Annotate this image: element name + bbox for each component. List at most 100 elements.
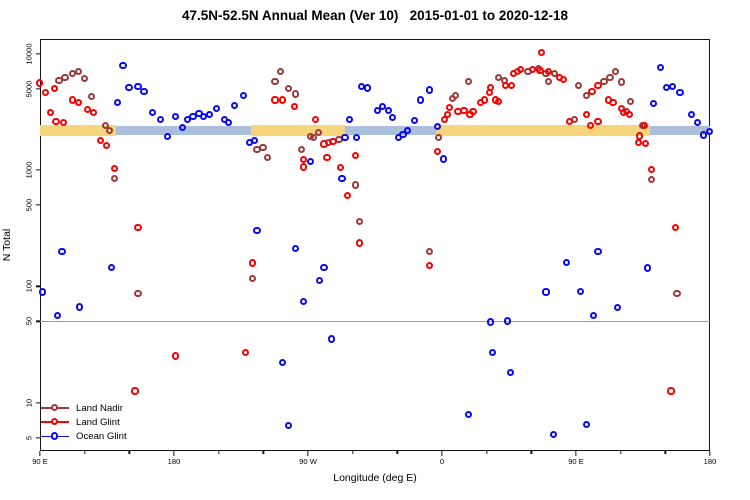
- x-major-tick: [173, 451, 175, 456]
- data-point-land-nadir: [314, 128, 322, 137]
- data-point-ocean-glint: [58, 247, 66, 255]
- data-point-land-nadir: [61, 74, 69, 82]
- legend-circle: [51, 404, 59, 412]
- y-axis-title: N Total: [1, 228, 13, 262]
- data-point-land-nadir: [310, 133, 318, 142]
- data-point-ocean-glint: [53, 311, 62, 319]
- data-point-land-nadir: [435, 133, 443, 142]
- data-point-land-glint: [586, 122, 595, 130]
- data-point-ocean-glint: [320, 263, 328, 271]
- x-major-tick: [307, 451, 309, 456]
- chart-title: 47.5N-52.5N Annual Mean (Ver 10) 2015-01…: [182, 8, 568, 23]
- data-point-land-glint: [311, 116, 319, 124]
- land-mean-band: [40, 124, 116, 136]
- data-point-ocean-glint: [549, 430, 557, 438]
- data-point-ocean-glint: [327, 335, 336, 343]
- x-minor-tick: [664, 451, 666, 454]
- data-point-land-glint: [356, 239, 364, 247]
- legend-label: Land Nadir: [76, 402, 123, 414]
- data-point-land-nadir: [426, 247, 434, 255]
- legend-label: Land Glint: [76, 416, 120, 428]
- data-point-land-glint: [131, 387, 139, 395]
- x-major-tick: [39, 451, 41, 456]
- data-point-ocean-glint: [384, 107, 392, 115]
- x-minor-tick: [262, 451, 264, 454]
- data-point-land-glint: [588, 88, 596, 96]
- data-point-land-glint: [89, 109, 97, 117]
- x-minor-tick: [128, 451, 130, 454]
- data-point-land-glint: [299, 163, 307, 171]
- x-minor-tick: [218, 451, 220, 454]
- data-point-land-nadir: [351, 181, 359, 189]
- data-point-land-nadir: [551, 70, 559, 78]
- data-point-ocean-glint: [156, 116, 164, 124]
- x-tick-label: 0: [439, 457, 445, 466]
- data-point-land-glint: [336, 163, 345, 172]
- y-tick: [35, 401, 40, 404]
- x-tick-label: 90 E: [568, 457, 584, 466]
- data-point-ocean-glint: [688, 110, 696, 119]
- legend-item-land-glint: Land Glint: [41, 415, 127, 429]
- data-point-land-glint: [299, 156, 307, 164]
- legend-item-land-nadir: Land Nadir: [41, 401, 127, 415]
- data-point-land-nadir: [451, 91, 459, 99]
- legend-circle: [51, 432, 59, 440]
- data-point-ocean-glint: [439, 155, 447, 163]
- legend-marker-icon: [41, 418, 69, 426]
- data-point-land-glint: [594, 118, 602, 126]
- data-point-ocean-glint: [299, 297, 307, 305]
- y-tick-label: 100: [24, 280, 34, 293]
- data-point-ocean-glint: [411, 116, 419, 124]
- data-point-land-glint: [460, 106, 468, 114]
- data-point-ocean-glint: [643, 264, 651, 272]
- data-point-ocean-glint: [345, 115, 353, 123]
- data-point-land-glint: [46, 109, 54, 117]
- data-point-land-nadir: [356, 217, 364, 226]
- data-point-land-glint: [97, 136, 105, 144]
- data-point-ocean-glint: [503, 317, 511, 325]
- data-point-ocean-glint: [171, 113, 179, 121]
- data-point-land-glint: [481, 96, 489, 104]
- data-point-land-nadir: [88, 92, 96, 100]
- data-point-ocean-glint: [76, 303, 84, 311]
- data-point-land-glint: [445, 103, 453, 111]
- data-point-ocean-glint: [676, 89, 684, 97]
- x-tick-label: 90 W: [299, 457, 317, 466]
- y-tick: [35, 436, 40, 439]
- data-point-land-nadir: [259, 143, 267, 152]
- data-point-land-glint: [487, 84, 495, 92]
- data-point-ocean-glint: [594, 248, 602, 256]
- data-point-land-glint: [52, 118, 60, 126]
- land-mean-band: [436, 124, 651, 136]
- x-minor-tick: [530, 451, 532, 454]
- data-point-ocean-glint: [284, 422, 292, 430]
- data-point-ocean-glint: [134, 83, 142, 91]
- ocean-mean-band: [345, 126, 437, 135]
- y-tick-label: 10: [24, 398, 34, 407]
- legend-item-ocean-glint: Ocean Glint: [41, 429, 127, 443]
- data-point-land-nadir: [284, 85, 292, 93]
- data-point-land-nadir: [271, 77, 279, 85]
- data-point-ocean-glint: [240, 91, 248, 99]
- data-point-ocean-glint: [278, 358, 286, 367]
- y-tick-label: 500: [24, 198, 34, 212]
- y-tick-label: 1000: [24, 161, 34, 179]
- data-point-land-glint: [278, 96, 286, 104]
- x-tick-label: 180: [167, 457, 181, 466]
- data-point-ocean-glint: [164, 133, 172, 141]
- data-point-ocean-glint: [506, 369, 514, 377]
- data-point-ocean-glint: [563, 258, 571, 266]
- data-point-ocean-glint: [125, 84, 133, 92]
- data-point-land-glint: [50, 85, 59, 93]
- data-point-land-nadir: [134, 289, 142, 297]
- data-point-land-glint: [42, 89, 50, 97]
- data-point-ocean-glint: [253, 227, 261, 235]
- data-point-ocean-glint: [417, 96, 425, 104]
- data-point-ocean-glint: [487, 318, 495, 326]
- plot-border: [40, 39, 710, 451]
- data-point-land-glint: [103, 141, 111, 150]
- data-point-land-glint: [508, 82, 516, 90]
- data-point-ocean-glint: [213, 104, 221, 112]
- data-point-ocean-glint: [363, 84, 371, 92]
- data-point-land-nadir: [263, 153, 272, 162]
